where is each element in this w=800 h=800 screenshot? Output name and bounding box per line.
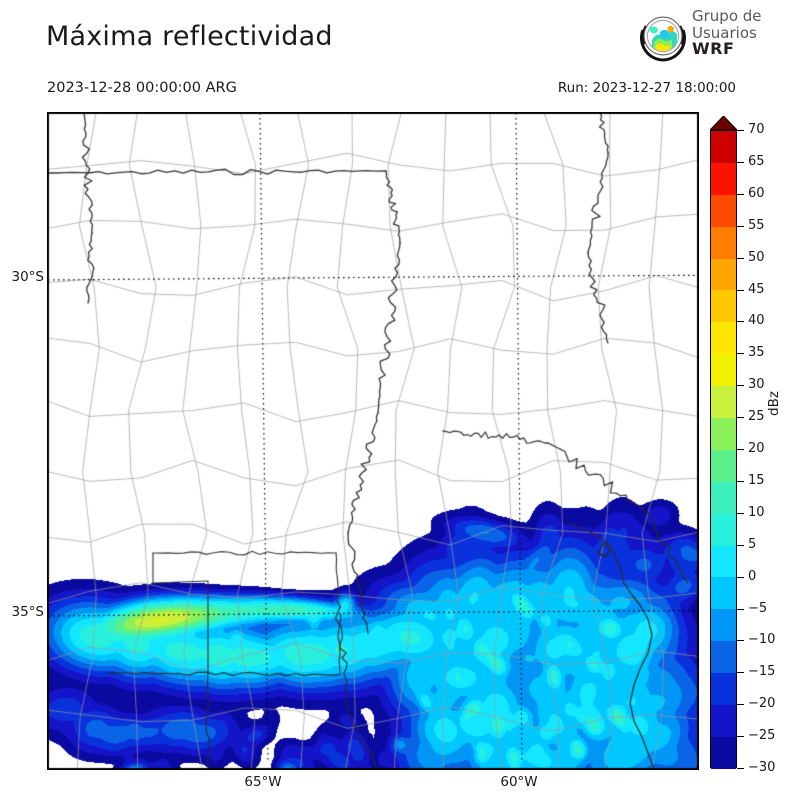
colorbar-extend-arrow-icon <box>710 116 737 130</box>
colorbar-tick <box>737 480 744 482</box>
colorbar-tick <box>737 225 744 227</box>
colorbar-tick-label: 25 <box>748 409 765 425</box>
colorbar-tick <box>737 672 744 674</box>
colorbar-tick-label: −20 <box>748 696 776 712</box>
logo-line-1: Grupo de <box>692 7 762 25</box>
colorbar-tick <box>737 161 744 163</box>
longitude-tick-label: 60°W <box>500 774 538 790</box>
colorbar-tick <box>737 512 744 514</box>
colorbar-tick-label: 65 <box>748 153 765 169</box>
colorbar-segment <box>711 290 736 323</box>
colorbar-segment <box>711 386 736 419</box>
colorbar-tick-label: 0 <box>748 568 757 584</box>
logo-text: Grupo de Usuarios WRF <box>692 8 762 58</box>
colorbar-title: dBz <box>766 391 782 416</box>
colorbar-segment <box>711 131 736 163</box>
colorbar-segment <box>711 418 736 450</box>
colorbar-tick-label: 55 <box>748 217 765 233</box>
colorbar-tick <box>737 640 744 642</box>
latitude-tick-label: 30°S <box>11 269 45 285</box>
colorbar-tick-label: 60 <box>748 185 765 201</box>
colorbar-tick-label: 30 <box>748 377 765 393</box>
colorbar-tick-label: 40 <box>748 313 765 329</box>
colorbar-segment <box>711 609 736 642</box>
colorbar-tick-label: −5 <box>748 600 768 616</box>
colorbar: 70 65 60 55 50 45 40 35 30 25 20 15 10 5 0 −5 −10 −15 −20−… <box>710 116 796 775</box>
colorbar-tick <box>737 321 744 323</box>
colorbar-tick-label: −15 <box>748 664 776 680</box>
colorbar-segment <box>711 354 736 387</box>
colorbar-tick-label: −30 <box>748 760 776 775</box>
colorbar-tick <box>737 130 744 131</box>
colorbar-tick <box>737 417 744 419</box>
colorbar-segment <box>711 449 736 482</box>
map-canvas <box>48 113 698 769</box>
colorbar-tick <box>737 768 744 769</box>
colorbar-tick-label: 5 <box>748 536 757 552</box>
colorbar-segment <box>711 322 736 355</box>
colorbar-gradient <box>710 130 737 769</box>
colorbar-tick <box>737 736 744 738</box>
colorbar-tick-label: 50 <box>748 249 765 265</box>
colorbar-segment <box>711 226 736 259</box>
colorbar-tick <box>737 608 744 610</box>
colorbar-tick <box>737 289 744 291</box>
colorbar-tick <box>737 544 744 546</box>
logo-line-3: WRF <box>692 39 735 58</box>
colorbar-tick-label: 35 <box>748 345 765 361</box>
colorbar-tick <box>737 385 744 387</box>
colorbar-tick <box>737 576 744 578</box>
colorbar-tick-label: 15 <box>748 472 765 488</box>
colorbar-segment <box>711 736 736 769</box>
colorbar-tick-label: 20 <box>748 441 765 456</box>
colorbar-tick <box>737 257 744 259</box>
colorbar-segment <box>711 577 736 610</box>
colorbar-segment <box>711 705 736 737</box>
run-time-label: Run: 2023-12-27 18:00:00 <box>557 80 736 96</box>
colorbar-segment <box>711 162 736 195</box>
reflectivity-map-plot <box>47 112 699 770</box>
colorbar-tick-label: −10 <box>748 632 776 648</box>
valid-time-label: 2023-12-28 00:00:00 ARG <box>47 80 237 96</box>
colorbar-tick <box>737 704 744 706</box>
page-title: Máxima reflectividad <box>46 21 333 52</box>
longitude-tick-label: 65°W <box>244 774 282 790</box>
colorbar-segment <box>711 513 736 546</box>
colorbar-tick <box>737 353 744 355</box>
colorbar-tick-label: 70 <box>748 122 765 137</box>
colorbar-segment <box>711 194 736 227</box>
colorbar-tick-label: 10 <box>748 504 765 520</box>
colorbar-segment <box>711 673 736 706</box>
colorbar-segment <box>711 641 736 674</box>
colorbar-segment <box>711 258 736 291</box>
colorbar-tick <box>737 449 744 450</box>
colorbar-tick <box>737 193 744 195</box>
colorbar-segment <box>711 481 736 514</box>
colorbar-tick-label: −25 <box>748 728 776 744</box>
colorbar-segment <box>711 545 736 578</box>
wrf-user-group-logo: GRUPO DE USUARIOS WRF Grupo de Usuarios … <box>636 8 796 68</box>
wrf-seal-icon: GRUPO DE USUARIOS WRF <box>636 10 686 62</box>
colorbar-tick-label: 45 <box>748 281 765 297</box>
latitude-tick-label: 35°S <box>11 604 45 620</box>
logo-line-2: Usuarios <box>692 23 757 42</box>
